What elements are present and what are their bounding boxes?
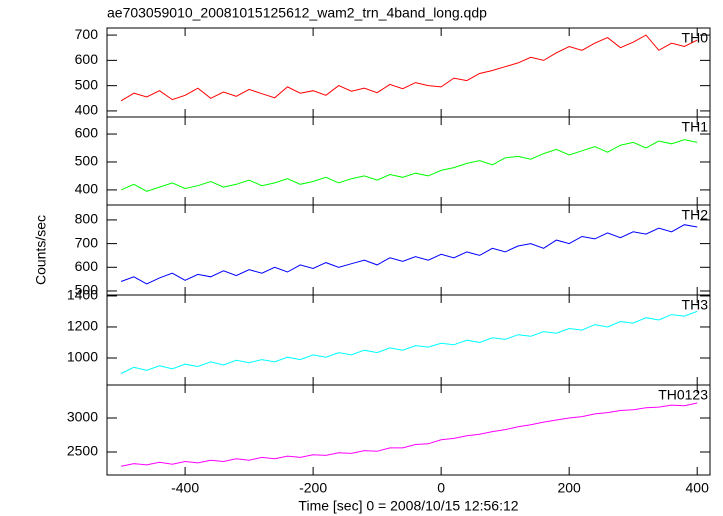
panel-frame — [106, 27, 711, 118]
panel-frame — [106, 204, 711, 296]
y-tick-label: 600 — [75, 125, 99, 141]
x-tick-label: -400 — [171, 480, 199, 496]
panel-label: TH0123 — [658, 387, 708, 403]
panel-label: TH2 — [682, 207, 709, 223]
y-tick-label: 700 — [75, 26, 99, 42]
y-tick-label: 400 — [75, 181, 99, 197]
y-tick-label: 3000 — [67, 409, 98, 425]
y-tick-label: 600 — [75, 51, 99, 67]
chart-title: ae703059010_20081015125612_wam2_trn_4ban… — [107, 5, 487, 21]
data-line — [120, 402, 698, 467]
y-tick-label: 2500 — [67, 443, 98, 459]
y-tick-label: 500 — [75, 153, 99, 169]
y-tick-label: 1200 — [67, 318, 98, 334]
data-line — [120, 139, 698, 192]
x-tick-label: 400 — [686, 480, 710, 496]
data-line — [120, 224, 698, 285]
data-line — [120, 310, 698, 374]
x-tick-label: 0 — [437, 480, 445, 496]
y-axis-label: Counts/sec — [33, 215, 49, 285]
x-tick-label: -200 — [299, 480, 327, 496]
panel-frame — [106, 384, 711, 476]
panel-label: TH1 — [682, 119, 709, 135]
x-tick-label: 200 — [557, 480, 581, 496]
panel-frame — [106, 116, 711, 206]
y-tick-label: 700 — [75, 234, 99, 250]
y-tick-label: 1000 — [67, 349, 98, 365]
panel-frame — [106, 294, 711, 386]
panel-label: TH3 — [682, 297, 709, 313]
panel-label: TH0 — [682, 30, 709, 46]
y-tick-label: 500 — [75, 282, 99, 298]
data-line — [120, 34, 698, 102]
y-tick-label: 400 — [75, 102, 99, 118]
y-tick-label: 1400 — [67, 287, 98, 303]
y-tick-label: 800 — [75, 211, 99, 227]
x-axis-label: Time [sec] 0 = 2008/10/15 12:56:12 — [298, 498, 518, 514]
y-tick-label: 500 — [75, 76, 99, 92]
y-tick-label: 600 — [75, 258, 99, 274]
